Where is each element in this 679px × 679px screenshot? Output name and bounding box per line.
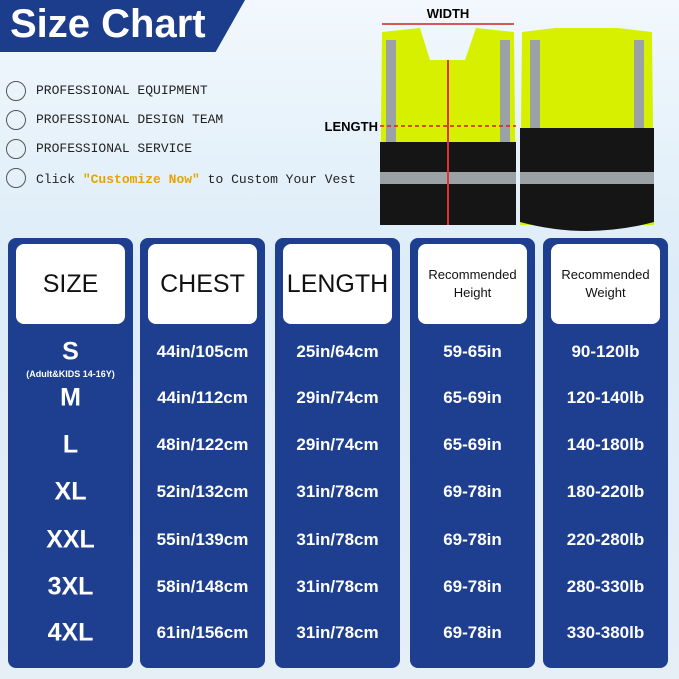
cell: XL: [54, 477, 87, 506]
icon: [6, 110, 26, 130]
reflective-stripe: [634, 40, 644, 128]
cell: 44in/105cm: [156, 342, 249, 361]
cell: 59-65in: [443, 342, 502, 361]
column-header: SIZE: [16, 244, 125, 324]
cell: 4XL: [47, 618, 94, 647]
cell: 31in/78cm: [296, 530, 379, 549]
cell: 69-78in: [443, 577, 502, 596]
column-header: Recommended Weight: [551, 244, 660, 324]
cell: L: [62, 430, 79, 459]
column: SIZE S M L XL XXL 3XL 4XL (Adult&KIDS 14-16Y): [8, 238, 133, 668]
cell: 90-120lb: [571, 342, 640, 361]
cell: 330-380lb: [566, 623, 645, 642]
reflective-stripe: [386, 40, 396, 142]
cell: 3XL: [47, 572, 94, 601]
cell: 55in/139cm: [156, 530, 249, 549]
cell: 44in/112cm: [157, 388, 248, 407]
cell: XXL: [46, 525, 95, 554]
cell: 58in/148cm: [156, 577, 249, 596]
column-header: Recommended Height: [418, 244, 527, 324]
column: Recommended Weight 90-120lb 120-140lb 140-1…: [543, 238, 668, 668]
cell: 25in/64cm: [296, 342, 379, 361]
column: Recommended Height 59-65in 65-69in 65-69in 6…: [410, 238, 535, 668]
cell: 120-140lb: [566, 388, 645, 407]
cell: 29in/74cm: [296, 388, 379, 407]
cell: 48in/122cm: [156, 435, 249, 454]
size-note: (Adult&KIDS 14-16Y): [26, 369, 115, 379]
cell: 140-180lb: [566, 435, 645, 454]
column: CHEST 44in/105cm 44in/112cm 48in/122cm 52in/…: [140, 238, 265, 668]
cell: 69-78in: [443, 623, 502, 642]
cell: 220-280lb: [566, 530, 645, 549]
icon: [6, 81, 26, 101]
cell: 31in/78cm: [296, 577, 379, 596]
icon: [6, 139, 26, 159]
feature: PROFESSIONAL EQUIPMENT: [36, 83, 208, 98]
vest-diagram: WIDTH LENGTH: [325, 6, 654, 231]
reflective-stripe: [530, 40, 540, 128]
cell: 31in/78cm: [296, 623, 379, 642]
cell: 29in/74cm: [296, 435, 379, 454]
width-label: WIDTH: [427, 6, 470, 21]
cell: 69-78in: [443, 530, 502, 549]
feature: PROFESSIONAL DESIGN TEAM: [36, 112, 224, 127]
cell: 280-330lb: [566, 577, 645, 596]
cell: 65-69in: [443, 435, 502, 454]
cell: 69-78in: [443, 482, 502, 501]
reflective-stripe: [500, 40, 510, 142]
reflective-stripe: [520, 172, 654, 184]
title: Size Chart: [10, 2, 206, 46]
title-banner: [0, 0, 245, 52]
length-label: LENGTH: [325, 119, 378, 134]
column: LENGTH 25in/64cm 29in/74cm 29in/74cm 31in/78…: [275, 238, 400, 668]
cta-link[interactable]: "Customize Now": [82, 172, 200, 187]
cell: M: [60, 383, 81, 412]
cell: 61in/156cm: [156, 623, 249, 642]
icon: [6, 168, 26, 188]
cell: S: [62, 337, 79, 366]
column-header: CHEST: [148, 244, 257, 324]
cell: 180-220lb: [566, 482, 645, 501]
cta: Click "Customize Now" to Custom Your Ves…: [36, 172, 356, 187]
cta-text: Click: [36, 172, 76, 187]
cell: 31in/78cm: [296, 482, 379, 501]
feature: PROFESSIONAL SERVICE: [36, 141, 193, 156]
cta-text: to Custom Your Vest: [207, 172, 356, 187]
cell: 65-69in: [443, 388, 502, 407]
cell: 52in/132cm: [156, 482, 249, 501]
column-header: LENGTH: [283, 244, 392, 324]
